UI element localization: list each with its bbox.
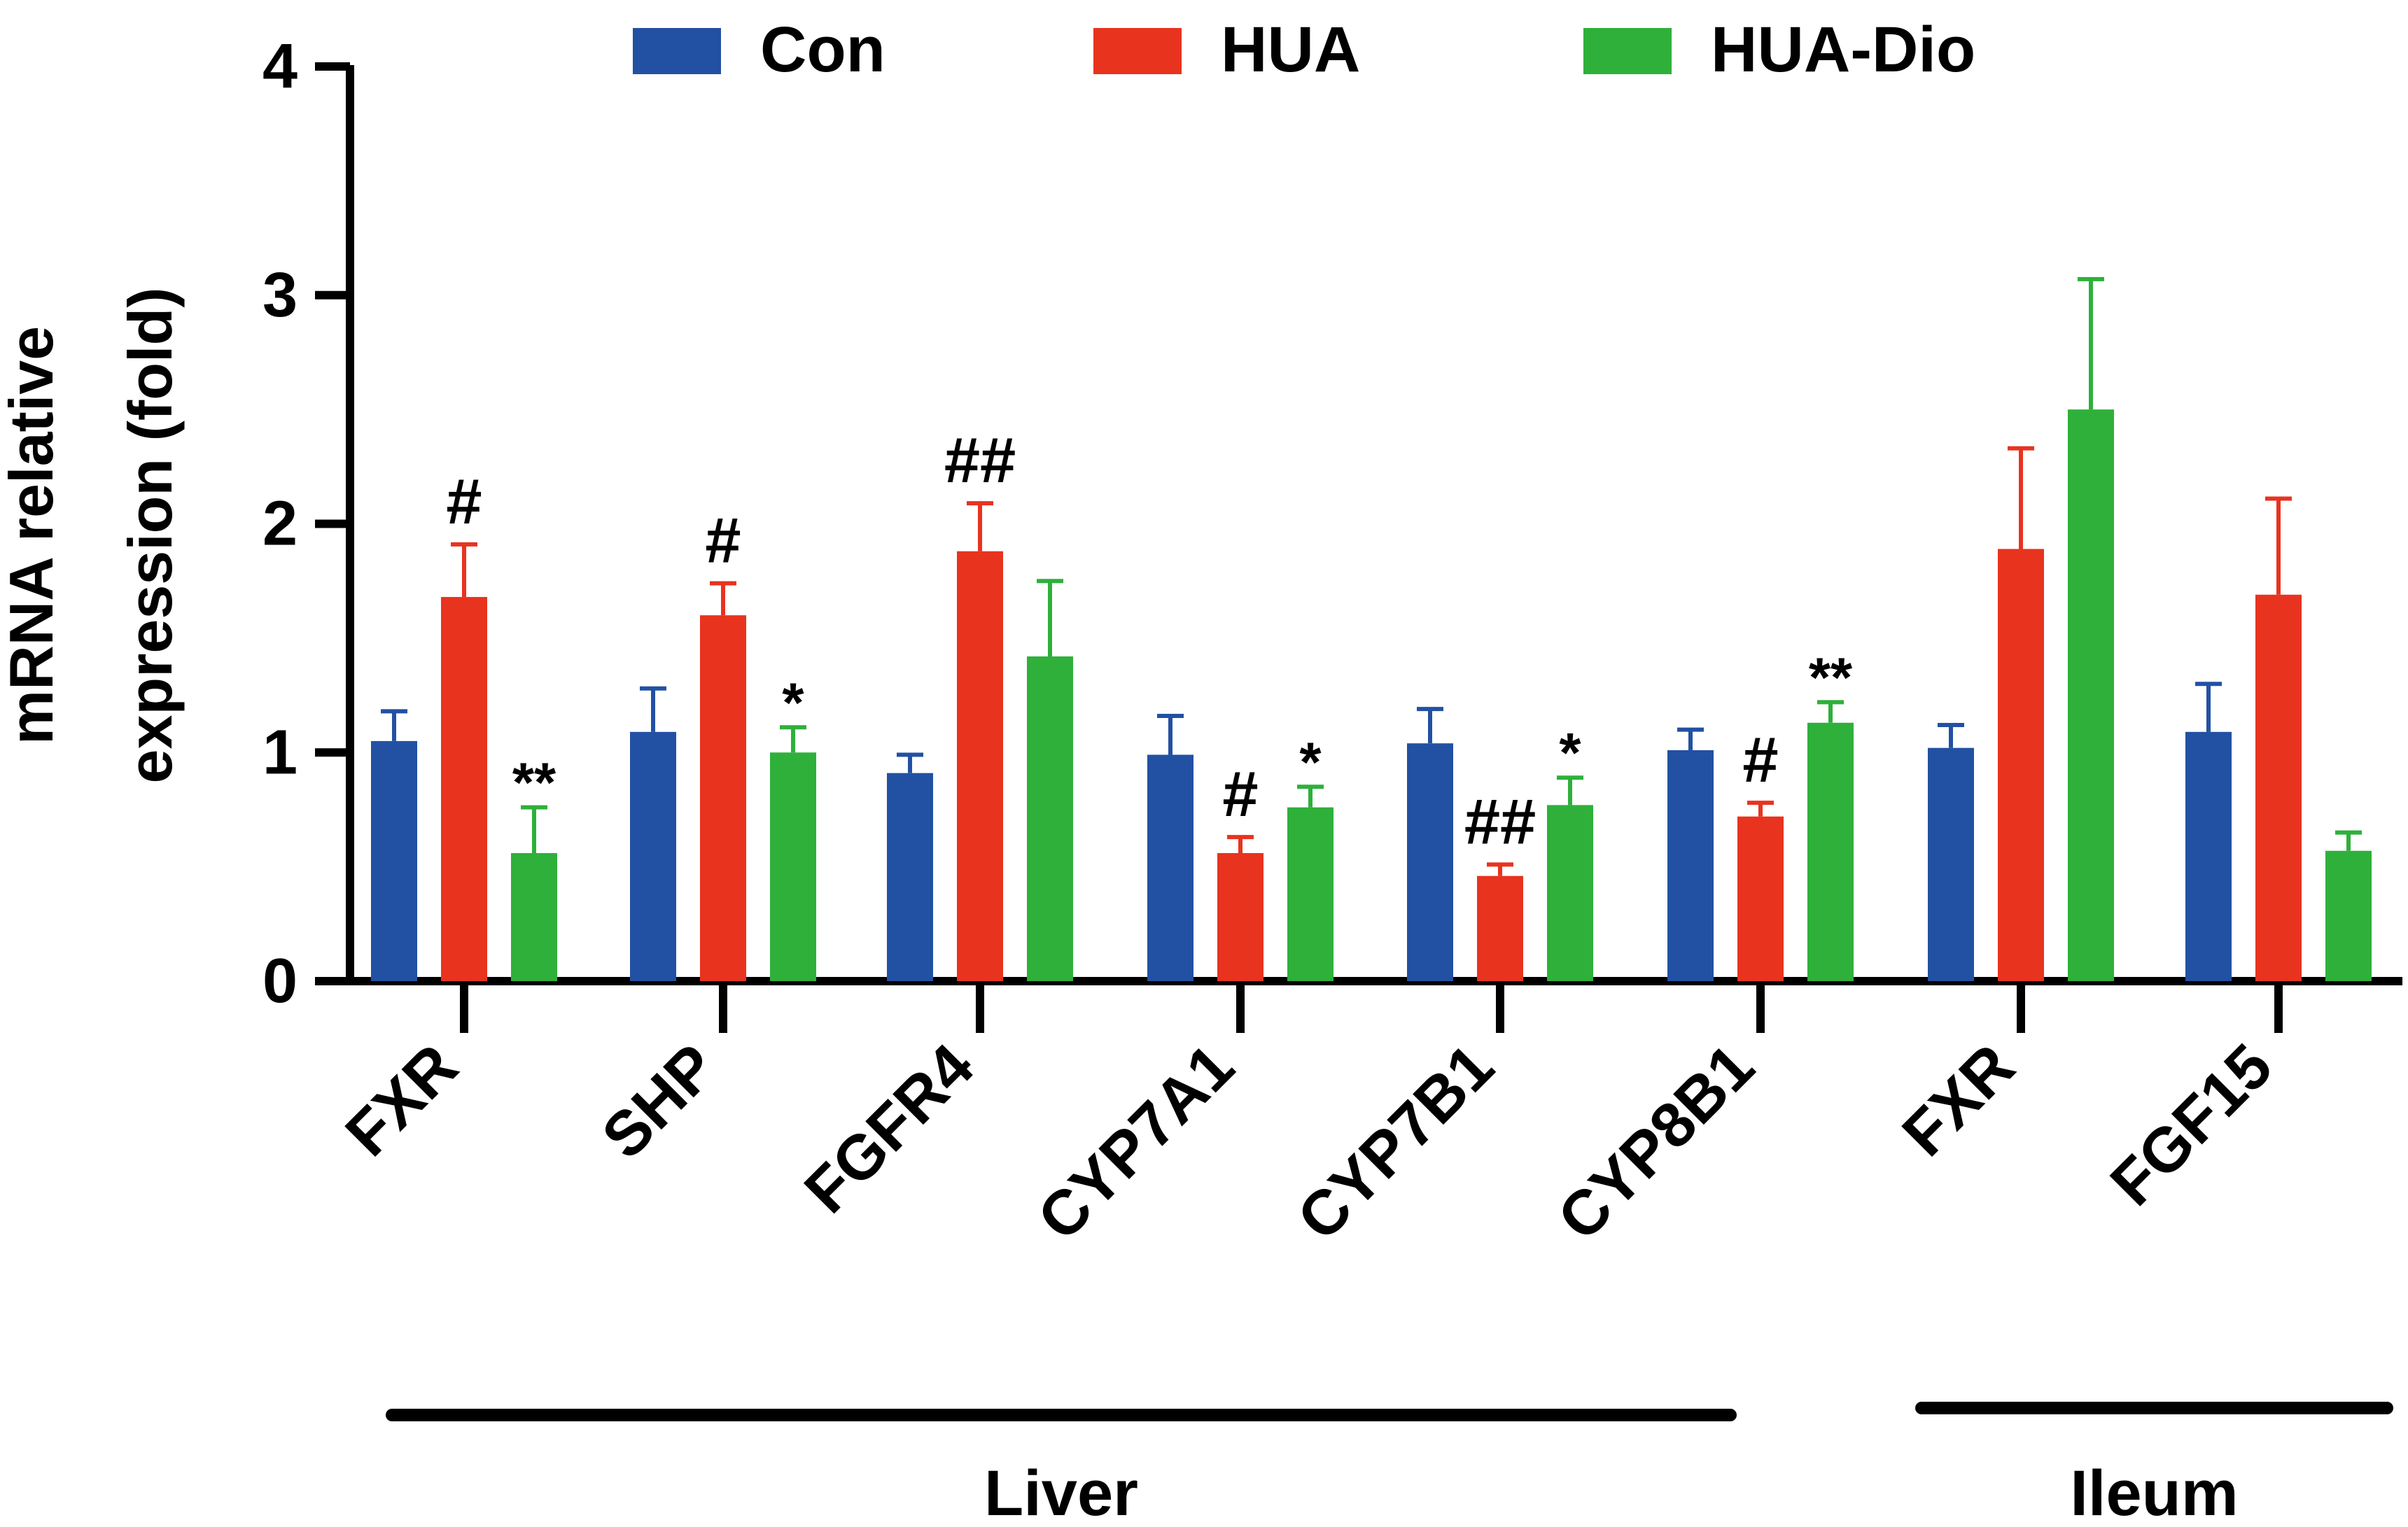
bar-hua-dio-2	[770, 752, 816, 981]
bar-hua-dio-7	[2068, 409, 2114, 981]
x-tick-label-7: FXR	[1889, 1031, 2028, 1169]
significance-label-hua-dio-5: *	[1559, 722, 1581, 784]
significance-label-hua-dio-2: *	[782, 671, 804, 733]
legend-label-hua: HUA	[1221, 14, 1360, 85]
x-tick-label-6: CYP8B1	[1545, 1031, 1768, 1253]
x-tick-label-1: FXR	[332, 1031, 471, 1169]
bar-con-1	[371, 740, 417, 981]
bar-con-5	[1407, 743, 1453, 981]
legend-swatch-hua	[1093, 28, 1182, 74]
y-tick-label-2: 2	[262, 489, 298, 559]
x-tick-label-3: FGFR4	[792, 1031, 987, 1226]
bar-hua-4	[1217, 853, 1264, 981]
x-tick-label-5: CYP7B1	[1284, 1031, 1507, 1253]
x-tick-label-8: FGF15	[2097, 1031, 2286, 1219]
y-axis-label-line-2: expression (fold)	[115, 288, 185, 784]
bar-hua-dio-6	[1807, 722, 1854, 981]
significance-label-hua-dio-1: **	[512, 752, 556, 814]
significance-label-hua-dio-4: *	[1299, 731, 1322, 793]
bar-hua-2	[700, 615, 746, 981]
bar-con-4	[1147, 754, 1194, 981]
significance-label-hua-4: #	[1222, 759, 1258, 830]
significance-label-hua-6: #	[1742, 724, 1778, 796]
legend-swatch-con	[633, 28, 721, 74]
significance-label-hua-1: #	[446, 466, 482, 537]
x-tick-label-2: SHP	[589, 1031, 731, 1172]
bar-hua-3	[957, 551, 1003, 981]
y-tick-label-0: 0	[262, 946, 298, 1016]
bar-hua-1	[441, 597, 487, 981]
significance-label-hua-dio-6: **	[1809, 646, 1853, 708]
legend-label-con: Con	[760, 14, 886, 85]
y-axis-label-line-1: mRNA relative	[0, 326, 66, 745]
group-label-liver: Liver	[984, 1458, 1138, 1527]
bar-con-6	[1667, 750, 1714, 981]
bar-hua-dio-8	[2325, 850, 2372, 981]
bar-hua-5	[1477, 875, 1523, 981]
legend-swatch-hua-dio	[1583, 28, 1672, 74]
significance-label-hua-3: ##	[944, 425, 1016, 496]
bar-hua-dio-3	[1027, 656, 1073, 981]
significance-label-hua-2: #	[705, 505, 741, 576]
bar-hua-dio-5	[1547, 805, 1593, 981]
x-tick-label-4: CYP7A1	[1025, 1031, 1247, 1253]
significance-label-hua-5: ##	[1464, 786, 1536, 857]
y-tick-label-1: 1	[262, 717, 298, 787]
bar-hua-8	[2255, 594, 2302, 981]
bar-hua-7	[1998, 549, 2044, 981]
y-tick-label-3: 3	[262, 260, 298, 330]
bar-hua-6	[1737, 816, 1784, 981]
y-tick-label-4: 4	[262, 31, 298, 101]
legend-label-hua-dio: HUA-Dio	[1711, 14, 1975, 85]
bar-con-8	[2185, 731, 2232, 981]
bar-con-3	[887, 773, 933, 981]
bar-hua-dio-4	[1287, 807, 1334, 981]
group-label-ileum: Ileum	[2070, 1458, 2238, 1527]
bar-con-2	[630, 731, 676, 981]
bar-hua-dio-1	[511, 853, 557, 981]
bar-con-7	[1928, 747, 1974, 981]
